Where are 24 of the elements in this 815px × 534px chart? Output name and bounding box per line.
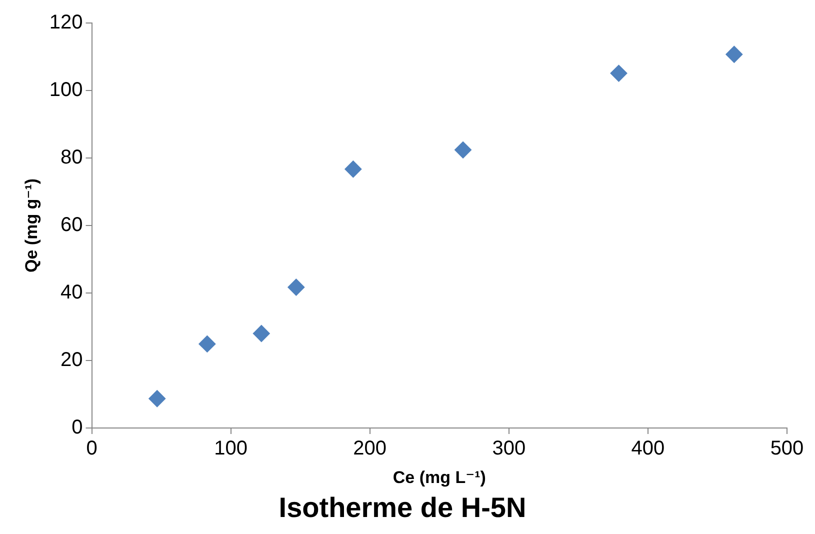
text: Isotherme de H-5N xyxy=(278,492,526,523)
x-tick-label: 0 xyxy=(86,438,98,460)
x-tick-label: 400 xyxy=(631,438,665,460)
y-tick-label: 100 xyxy=(49,79,83,102)
x-axis-title: Ce (mg L⁻¹) xyxy=(392,468,486,487)
x-tick-label: 200 xyxy=(353,438,387,460)
point xyxy=(252,325,270,342)
point xyxy=(288,278,305,296)
y-tick-label: 80 xyxy=(60,146,83,169)
point xyxy=(610,64,628,82)
point xyxy=(454,141,472,158)
point xyxy=(198,335,216,352)
point xyxy=(344,160,362,178)
x-tick-label: 100 xyxy=(214,438,248,460)
x-tick-label: 300 xyxy=(492,438,526,460)
y-tick-label: 20 xyxy=(60,349,83,372)
point xyxy=(148,390,166,408)
y-tick-label: 40 xyxy=(60,282,83,304)
point xyxy=(726,46,743,63)
y-tick-label: 60 xyxy=(60,214,83,236)
y-tick-label: 0 xyxy=(72,416,83,439)
y-tick-label: 120 xyxy=(49,12,83,34)
y-axis-title: Qe (mg g⁻¹) xyxy=(22,178,41,272)
x-tick-label: 500 xyxy=(770,438,804,460)
